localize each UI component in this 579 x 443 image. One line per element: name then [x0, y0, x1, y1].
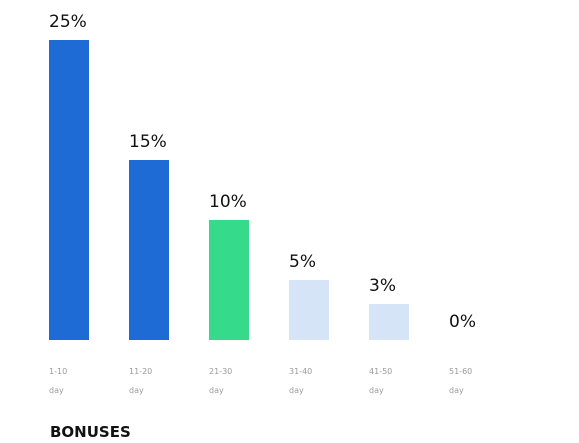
tick-label-unit-2: day [129, 386, 144, 395]
tick-label-unit-1: day [49, 386, 64, 395]
value-labels-layer: 25% 15% 10% 5% 3% 0% [49, 12, 476, 332]
chart-title: BONUSES [50, 423, 131, 441]
tick-label-unit-5: day [369, 386, 384, 395]
bars-layer [49, 40, 409, 340]
tick-label-range-5: 41-50 [369, 367, 392, 376]
tick-label-range-1: 1-10 [49, 367, 67, 376]
bar-5 [369, 304, 409, 340]
value-label-5: 3% [369, 276, 396, 296]
tick-label-unit-6: day [449, 386, 464, 395]
tick-label-unit-3: day [209, 386, 224, 395]
bar-2 [129, 160, 169, 340]
bar-1 [49, 40, 89, 340]
value-label-3: 10% [209, 192, 247, 212]
tick-label-range-2: 11-20 [129, 367, 152, 376]
value-label-1: 25% [49, 12, 87, 32]
value-label-6: 0% [449, 312, 476, 332]
value-label-2: 15% [129, 132, 167, 152]
tick-labels-layer: 1-10 day 11-20 day 21-30 day 31-40 day 41-50 day 5… [49, 367, 472, 395]
value-label-4: 5% [289, 252, 316, 272]
tick-label-unit-4: day [289, 386, 304, 395]
bar-4 [289, 280, 329, 340]
tick-label-range-3: 21-30 [209, 367, 232, 376]
bar-3 [209, 220, 249, 340]
tick-label-range-6: 51-60 [449, 367, 472, 376]
tick-label-range-4: 31-40 [289, 367, 312, 376]
